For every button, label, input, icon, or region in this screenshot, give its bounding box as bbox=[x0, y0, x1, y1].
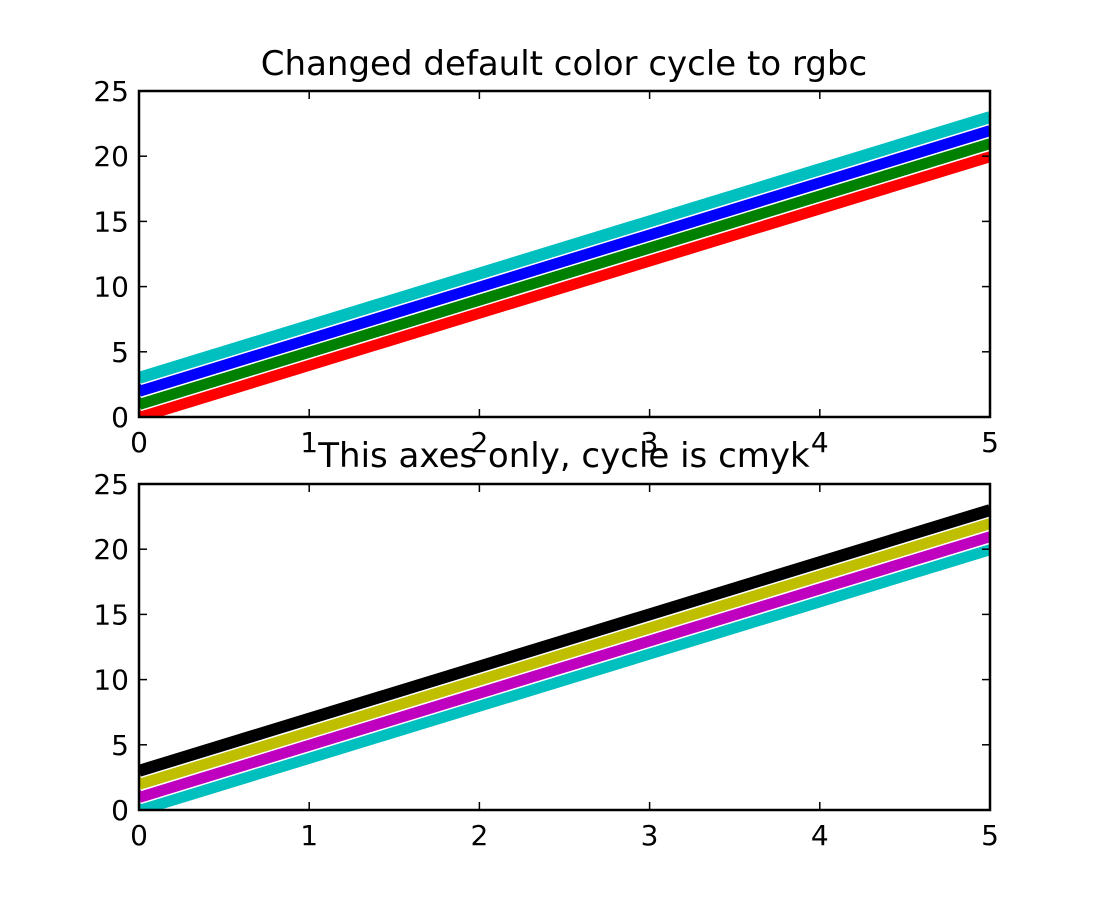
x-tick-label: 2 bbox=[470, 819, 488, 852]
series-line bbox=[139, 124, 990, 397]
y-tick-label: 0 bbox=[111, 794, 129, 827]
series-line bbox=[139, 137, 990, 410]
x-tick-label: 5 bbox=[981, 426, 999, 459]
y-tick-label: 15 bbox=[93, 598, 129, 631]
y-tick-label: 0 bbox=[111, 401, 129, 434]
x-tick-label: 4 bbox=[811, 819, 829, 852]
x-tick-label: 5 bbox=[981, 819, 999, 852]
y-tick-label: 20 bbox=[93, 533, 129, 566]
x-tick-label: 1 bbox=[300, 819, 318, 852]
y-tick-label: 15 bbox=[93, 205, 129, 238]
x-tick-label: 3 bbox=[641, 426, 659, 459]
y-tick-label: 10 bbox=[93, 271, 129, 304]
x-tick-label: 3 bbox=[641, 819, 659, 852]
tick-layer: 0 1 2 3 4 5 0 5 10 15 20 25 bbox=[93, 468, 999, 852]
series-line bbox=[139, 150, 990, 417]
y-tick-label: 20 bbox=[93, 140, 129, 173]
x-tick-label: 4 bbox=[811, 426, 829, 459]
y-tick-label: 10 bbox=[93, 664, 129, 697]
y-tick-label: 25 bbox=[93, 75, 129, 108]
x-tick-label: 2 bbox=[470, 426, 488, 459]
y-tick-label: 5 bbox=[111, 729, 129, 762]
chart-title: Changed default color cycle to rgbc bbox=[261, 44, 867, 84]
chart-title: This axes only, cycle is cmyk bbox=[317, 436, 810, 476]
subplot-bottom: 0 1 2 3 4 5 0 5 10 15 20 25 This axes only, cycle i… bbox=[93, 436, 999, 852]
series-line bbox=[139, 517, 990, 790]
y-tick-label: 5 bbox=[111, 336, 129, 369]
x-tick-label: 0 bbox=[130, 426, 148, 459]
series-line bbox=[139, 543, 990, 810]
subplot-top: Changed default color cycle to rgbc 0 1 2 3… bbox=[93, 44, 999, 459]
y-tick-label: 25 bbox=[93, 468, 129, 501]
series-line bbox=[139, 530, 990, 803]
tick-layer: 0 1 2 3 4 5 0 5 10 15 20 25 bbox=[93, 75, 999, 459]
plot-frame bbox=[137, 89, 992, 419]
series-layer bbox=[139, 502, 990, 810]
series-line bbox=[139, 111, 990, 384]
series-line bbox=[139, 504, 990, 777]
x-tick-label: 0 bbox=[130, 819, 148, 852]
plot-frame bbox=[137, 482, 992, 812]
x-tick-label: 1 bbox=[300, 426, 318, 459]
series-layer bbox=[139, 109, 990, 417]
